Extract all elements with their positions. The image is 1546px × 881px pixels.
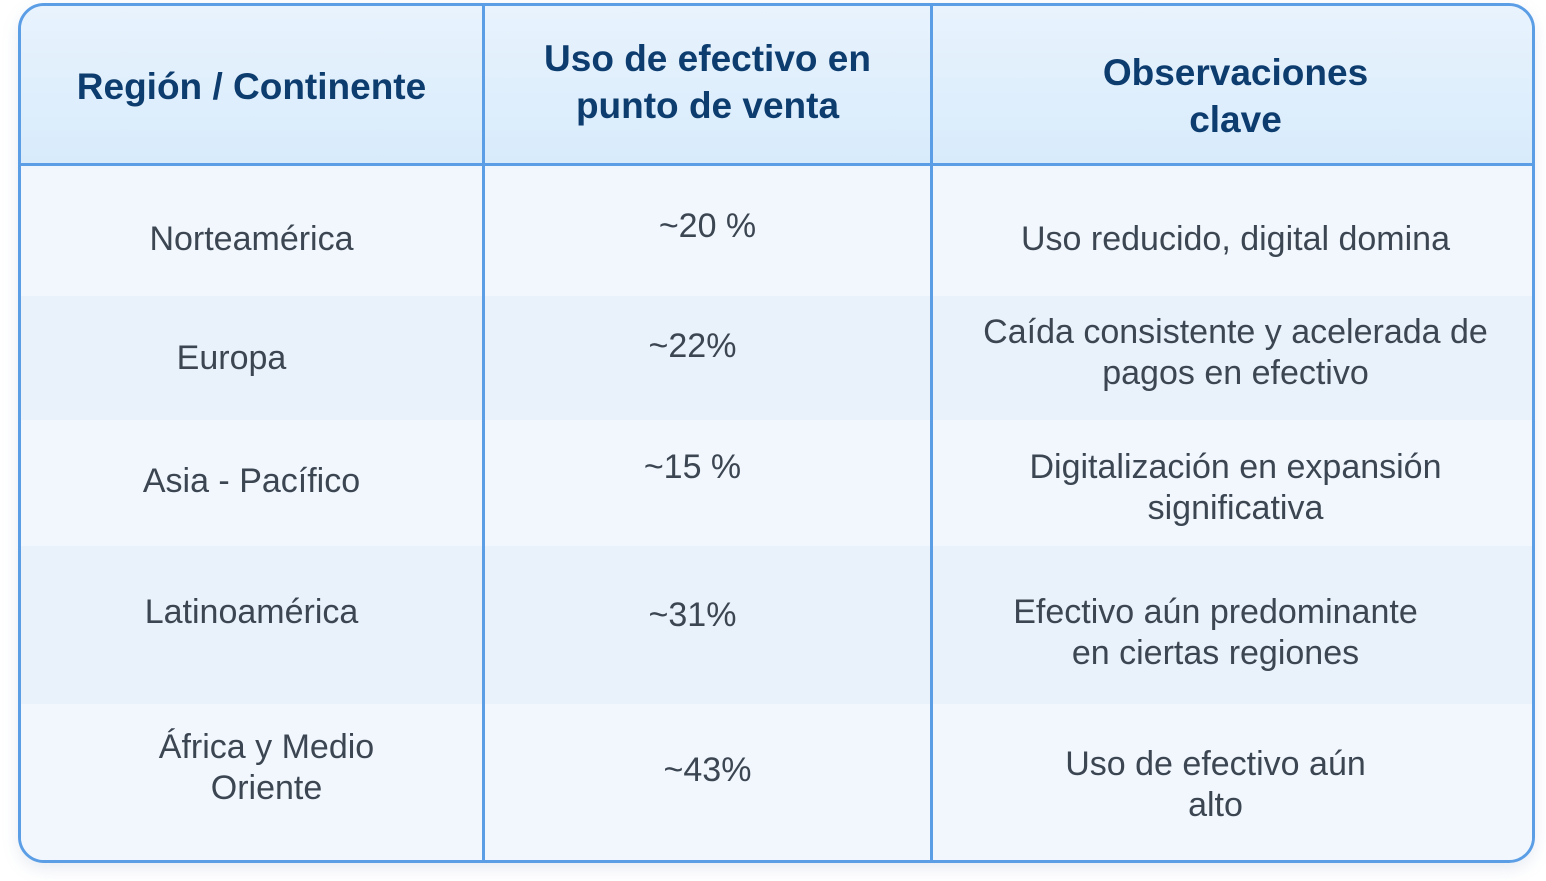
header-observations: Observaciones clave: [1102, 52, 1369, 140]
cell-region: Europa: [176, 338, 287, 377]
cell-region: Latinoamérica: [144, 592, 359, 631]
table-row-band: [21, 704, 1532, 860]
cash-usage-table: Región / Continente Uso de efectivo en p…: [18, 3, 1535, 863]
cell-observation: Efectivo aún predominante en ciertas reg…: [1013, 593, 1418, 672]
header-cash-use: Uso de efectivo en punto de venta: [544, 38, 871, 126]
cell-region: Norteamérica: [149, 220, 354, 258]
table-row-band: [21, 296, 1532, 420]
cell-region: África y Medio Oriente: [158, 728, 375, 807]
cell-observation: Uso reducido, digital domina: [1020, 220, 1451, 258]
cell-observation: Digitalización en expansión significativ…: [1029, 448, 1442, 527]
cell-region: Asia - Pacífico: [142, 461, 361, 500]
table-header: [21, 6, 1532, 166]
column-divider: [482, 6, 485, 860]
cell-cash-use: ~22%: [648, 326, 737, 365]
cell-cash-use: ~15 %: [643, 447, 742, 486]
cell-cash-use: ~31%: [648, 595, 737, 634]
cell-cash-use: ~20 %: [658, 207, 757, 245]
table-row-band: [21, 169, 1532, 296]
column-divider: [930, 6, 933, 860]
table-row-band: [21, 546, 1532, 704]
table-row-band: [21, 420, 1532, 546]
cell-observation: Caída consistente y acelerada de pagos e…: [983, 313, 1488, 392]
cell-observation: Uso de efectivo aún alto: [1065, 745, 1366, 824]
cell-cash-use: ~43%: [663, 750, 752, 789]
header-region: Región / Continente: [76, 65, 427, 107]
